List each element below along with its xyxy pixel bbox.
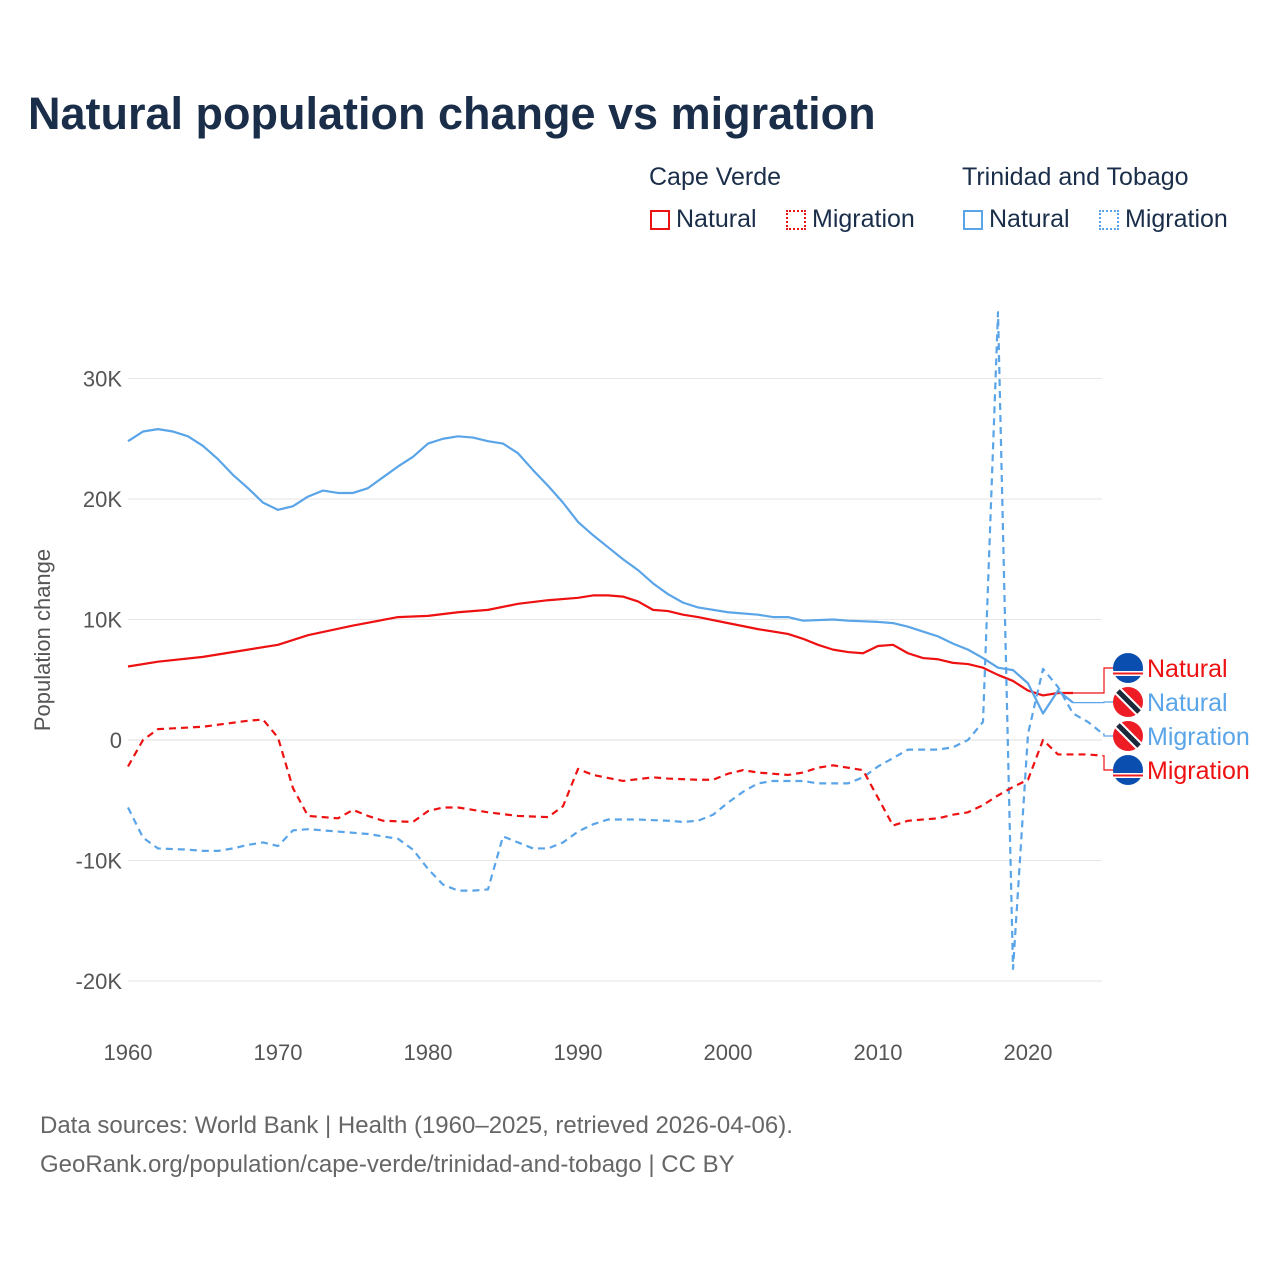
y-tick-label: -20K xyxy=(76,969,123,994)
series-line-cape-verde-natural xyxy=(127,594,1073,697)
end-label: Natural xyxy=(1147,689,1228,717)
legend-tt-natural[interactable]: Natural xyxy=(963,205,1070,234)
trinidad-flag-icon xyxy=(1113,721,1143,751)
flag-stripe xyxy=(1116,689,1141,714)
footer: Data sources: World Bank | Health (1960–… xyxy=(40,1106,793,1184)
y-tick-label: 10K xyxy=(83,608,122,633)
x-tick-label: 1960 xyxy=(104,1040,153,1065)
legend-swatch xyxy=(963,210,983,230)
label-connector xyxy=(1103,755,1114,771)
chart-title: Natural population change vs migration xyxy=(28,88,876,139)
series-line-cape-verde-migration xyxy=(127,718,1104,827)
label-connector xyxy=(1103,733,1114,737)
y-tick-label: -10K xyxy=(76,849,123,874)
end-label: Migration xyxy=(1147,757,1250,785)
cape-verde-flag-icon xyxy=(1113,755,1143,785)
flag-bg xyxy=(1113,755,1143,785)
x-tick-label: 2000 xyxy=(704,1040,753,1065)
x-tick-label: 1990 xyxy=(554,1040,603,1065)
legend-tt-migration[interactable]: Migration xyxy=(1099,205,1228,234)
flag-bg xyxy=(1113,653,1143,683)
legend-cv-migration[interactable]: Migration xyxy=(786,205,915,234)
y-tick-label: 0 xyxy=(110,728,122,753)
legend-swatch xyxy=(786,210,806,230)
footer-sources: Data sources: World Bank | Health (1960–… xyxy=(40,1112,793,1139)
y-tick-label: 30K xyxy=(83,367,122,392)
legend-group-trinidad: Trinidad and Tobago xyxy=(962,163,1189,191)
trinidad-flag-icon xyxy=(1113,687,1143,717)
end-label: Migration xyxy=(1147,723,1250,751)
legend-swatch xyxy=(1099,210,1119,230)
legend-label: Migration xyxy=(1125,205,1228,233)
label-connector xyxy=(1073,667,1114,694)
end-label: Natural xyxy=(1147,655,1228,683)
x-tick-label: 2020 xyxy=(1004,1040,1053,1065)
legend-label: Natural xyxy=(989,205,1070,233)
legend-swatch xyxy=(650,210,670,230)
x-tick-label: 1980 xyxy=(404,1040,453,1065)
plot-area: -20K -10K 0 10K 20K 30K 1960 1970 1980 1990 2000 20… xyxy=(30,311,1250,1065)
footer-link[interactable]: GeoRank.org/population/cape-verde/trinid… xyxy=(40,1151,735,1178)
series-line-trinidad-and-tobago-migration xyxy=(127,311,1104,971)
legend-label: Natural xyxy=(676,205,757,233)
legend-label: Migration xyxy=(812,205,915,233)
legend-group-cape-verde: Cape Verde xyxy=(649,163,782,191)
y-axis-label: Population change xyxy=(30,549,55,731)
label-connector xyxy=(1073,701,1114,704)
x-tick-label: 2010 xyxy=(854,1040,903,1065)
flag-stripe xyxy=(1113,672,1143,675)
y-tick-label: 20K xyxy=(83,487,122,512)
legend-cv-natural[interactable]: Natural xyxy=(650,205,757,234)
flag-stripe xyxy=(1116,723,1141,748)
x-tick-label: 1970 xyxy=(254,1040,303,1065)
series-line-trinidad-and-tobago-natural xyxy=(127,428,1074,715)
cape-verde-flag-icon xyxy=(1113,653,1143,683)
flag-stripe xyxy=(1113,774,1143,777)
